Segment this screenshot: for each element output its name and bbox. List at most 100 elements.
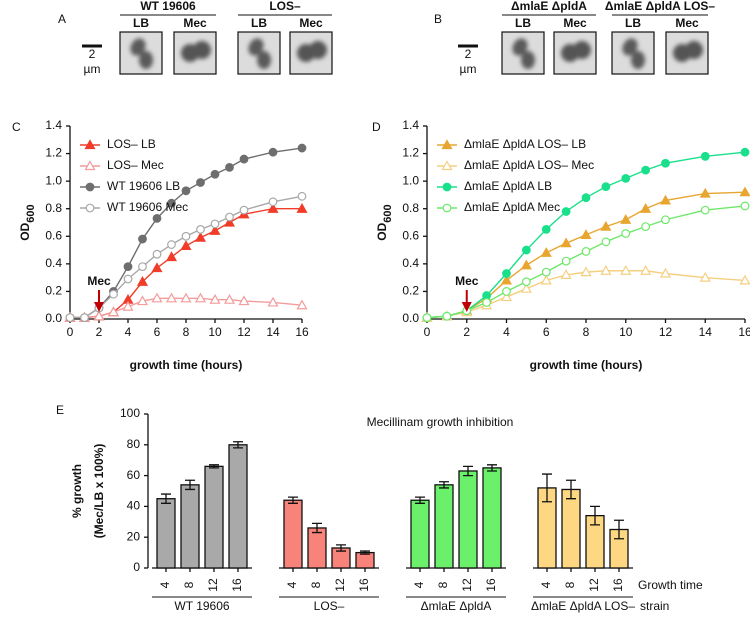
data-point <box>541 224 551 234</box>
data-point <box>541 267 551 277</box>
data-point <box>700 205 710 215</box>
bar <box>156 498 176 569</box>
data-point <box>181 186 191 196</box>
bar <box>561 488 581 569</box>
medium-label: Mec <box>563 16 587 30</box>
bar <box>458 470 478 569</box>
legend-label: LOS– Mec <box>107 158 164 172</box>
y-tick-label: 100 <box>120 406 140 420</box>
data-point <box>225 212 234 222</box>
legend-marker <box>441 139 453 150</box>
data-point <box>739 186 750 197</box>
medium-label: LB <box>625 16 641 30</box>
data-point <box>601 182 611 192</box>
medium-label: LB <box>251 16 267 30</box>
x-tick-label: 0 <box>67 325 74 339</box>
data-point <box>740 201 750 211</box>
error-bar <box>209 464 219 469</box>
y-tick-label: 0.8 <box>402 201 419 215</box>
y-tick-label: 0.2 <box>45 284 62 298</box>
y-tick-label: 0.4 <box>45 256 62 270</box>
medium-label: LB <box>515 16 531 30</box>
cell <box>257 51 271 69</box>
x-tick-label: 12 <box>237 325 251 339</box>
data-point <box>296 299 308 310</box>
bar <box>355 551 375 569</box>
medium-label: Mec <box>299 16 323 30</box>
bar <box>283 499 303 569</box>
data-point <box>196 178 205 187</box>
group-axis-label: strain <box>640 599 669 613</box>
data-point <box>138 262 147 272</box>
legend-label: WT 19606 Mec <box>107 200 188 214</box>
cell <box>622 38 638 56</box>
panel-label: D <box>372 120 381 134</box>
x-tick-label: 12 <box>659 325 673 339</box>
y-tick-label: 1.2 <box>402 146 419 160</box>
y-axis-label: OD600 <box>375 204 394 240</box>
x-tick-label: 8 <box>182 581 196 588</box>
error-bar <box>185 479 195 491</box>
data-point <box>700 151 710 161</box>
error-bar <box>614 519 624 540</box>
data-point <box>500 291 513 302</box>
y-axis-label-sub: 600 <box>25 204 37 222</box>
y-axis-label: OD600 <box>18 204 37 240</box>
data-point <box>502 287 511 296</box>
data-point <box>209 293 221 304</box>
data-point <box>238 295 250 306</box>
annotation-arrowhead <box>94 302 104 312</box>
x-tick-label: 8 <box>583 325 590 339</box>
data-point <box>138 234 147 244</box>
data-point <box>641 222 651 232</box>
error-bar <box>590 505 600 526</box>
data-point <box>180 292 192 303</box>
y-tick-label: 1.2 <box>45 146 62 160</box>
cell <box>521 51 535 69</box>
y-tick-label: 60 <box>127 468 141 482</box>
x-tick-label: 4 <box>412 581 426 588</box>
cells <box>297 41 327 62</box>
data-point <box>422 313 432 323</box>
y-tick-label: 1.4 <box>45 118 62 132</box>
y-tick-label: 1.0 <box>402 173 419 187</box>
cells <box>561 41 591 62</box>
data-point <box>109 289 118 299</box>
y-tick-label: 1.4 <box>402 118 419 132</box>
y-tick-label: 1.0 <box>45 173 62 187</box>
data-point <box>520 259 532 270</box>
x-tick-label: 16 <box>230 578 244 592</box>
cells <box>181 41 211 62</box>
cell <box>631 51 645 69</box>
y-tick-label: 0.2 <box>402 284 419 298</box>
cell <box>130 38 146 56</box>
data-point <box>520 282 532 293</box>
data-point <box>267 296 279 307</box>
data-point <box>620 214 632 224</box>
legend-label: ΔmlaE ΔpldA Mec <box>464 200 560 214</box>
data-point <box>122 300 134 311</box>
y-axis-label: (Mec/LB x 100%) <box>92 444 106 539</box>
data-point <box>167 198 176 208</box>
x-tick-label: 4 <box>539 581 553 588</box>
annotation-arrowhead <box>461 302 472 312</box>
panel-label: E <box>56 403 64 417</box>
data-point <box>210 219 220 229</box>
x-tick-label: 14 <box>699 325 713 339</box>
data-point <box>699 271 711 282</box>
data-point <box>581 247 591 256</box>
data-point <box>210 169 220 179</box>
data-point <box>196 224 205 234</box>
error-bar <box>415 496 425 504</box>
group-title: LOS– <box>269 0 301 13</box>
group-label: ΔmlaE ΔpldA <box>421 599 492 613</box>
error-bar <box>487 464 497 472</box>
panel-label: C <box>12 120 21 134</box>
error-bar <box>336 544 346 552</box>
data-point <box>661 158 670 168</box>
data-point <box>561 256 571 266</box>
y-tick-label: 80 <box>127 437 141 451</box>
cell <box>685 41 703 59</box>
data-point <box>239 205 249 215</box>
bar <box>482 467 502 569</box>
